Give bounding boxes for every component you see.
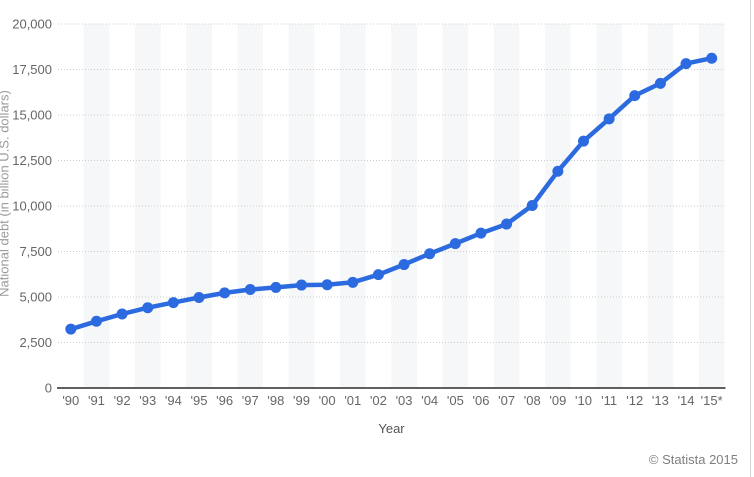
data-point-marker[interactable] [321, 279, 333, 291]
y-axis-tick-label: 7,500 [19, 244, 52, 259]
x-axis-tick-label: '11 [601, 393, 617, 408]
data-point-marker[interactable] [270, 281, 282, 293]
plot-stripe-band [442, 24, 469, 388]
y-axis-tick-label: 20,000 [12, 17, 52, 32]
data-point-marker[interactable] [219, 287, 231, 299]
data-point-marker[interactable] [629, 90, 641, 102]
x-axis-tick-label: '07 [498, 393, 515, 408]
x-axis-tick-label: '06 [472, 393, 489, 408]
x-axis-tick-label: '95 [191, 393, 208, 408]
x-axis-tick-label: '93 [139, 393, 156, 408]
plot-stripe-band [596, 24, 622, 388]
y-axis-tick-label: 5,000 [19, 290, 52, 305]
data-point-marker[interactable] [347, 276, 359, 288]
data-point-marker[interactable] [244, 283, 256, 295]
plot-stripe-band [698, 24, 725, 388]
x-axis-tick-label: '96 [216, 393, 233, 408]
data-point-marker[interactable] [449, 238, 461, 250]
data-point-marker[interactable] [142, 302, 154, 314]
x-axis-tick-label: '94 [165, 393, 182, 408]
data-point-marker[interactable] [90, 315, 102, 327]
data-point-marker[interactable] [65, 323, 77, 335]
plot-stripe-band [545, 24, 571, 388]
data-point-marker[interactable] [578, 135, 590, 147]
widget-right-border [750, 0, 751, 477]
x-axis-tick-label: '00 [319, 393, 336, 408]
data-point-marker[interactable] [475, 227, 487, 239]
y-axis-tick-label: 15,000 [12, 108, 52, 123]
data-point-marker[interactable] [526, 200, 538, 212]
x-axis-tick-label: '08 [524, 393, 541, 408]
data-point-marker[interactable] [398, 259, 410, 271]
data-point-marker[interactable] [193, 291, 205, 303]
x-axis-tick-label: '97 [242, 393, 259, 408]
y-axis-tick-label: 10,000 [12, 199, 52, 214]
plot-stripe-band [493, 24, 520, 388]
data-point-marker[interactable] [167, 297, 179, 309]
plot-stripe-band [83, 24, 110, 388]
x-axis-tick-label: '03 [396, 393, 413, 408]
x-axis-tick-label: '02 [370, 393, 387, 408]
data-point-marker[interactable] [116, 308, 128, 320]
x-axis-tick-label: '12 [626, 393, 643, 408]
x-axis-tick-label: '13 [652, 393, 669, 408]
x-axis-title: Year [378, 421, 405, 436]
y-axis-tick-label: 2,500 [19, 335, 52, 350]
data-point-marker[interactable] [706, 52, 718, 64]
data-point-marker[interactable] [424, 248, 436, 260]
y-axis-tick-label: 0 [45, 381, 52, 396]
x-axis-tick-label: '10 [575, 393, 592, 408]
x-axis-tick-label: '98 [267, 393, 284, 408]
data-point-marker[interactable] [501, 218, 513, 230]
y-axis-tick-label: 12,500 [12, 153, 52, 168]
x-axis-tick-label: '99 [293, 393, 310, 408]
data-point-marker[interactable] [680, 58, 692, 70]
x-axis-tick-label: '14 [678, 393, 695, 408]
x-axis-tick-label: '04 [421, 393, 438, 408]
plot-stripe-band [134, 24, 161, 388]
x-axis-tick-label: '91 [88, 393, 105, 408]
y-axis-tick-label: 17,500 [12, 62, 52, 77]
x-axis-tick-label: '92 [114, 393, 131, 408]
data-point-marker[interactable] [654, 77, 666, 89]
x-axis-tick-label: '15* [701, 393, 723, 408]
x-axis-tick-label: '01 [344, 393, 361, 408]
data-point-marker[interactable] [552, 165, 564, 177]
data-point-marker[interactable] [372, 269, 384, 281]
x-axis-tick-label: '05 [447, 393, 464, 408]
x-axis-tick-label: '90 [62, 393, 79, 408]
x-axis-tick-label: '09 [549, 393, 566, 408]
national-debt-line-chart: 0 2,500 5,000 7,500 10,000 12,500 15,000 17,500… [12, 17, 726, 408]
plot-stripe-band [391, 24, 417, 388]
data-point-marker[interactable] [296, 279, 308, 291]
data-point-marker[interactable] [603, 113, 615, 125]
copyright-text: © Statista 2015 [648, 452, 738, 467]
